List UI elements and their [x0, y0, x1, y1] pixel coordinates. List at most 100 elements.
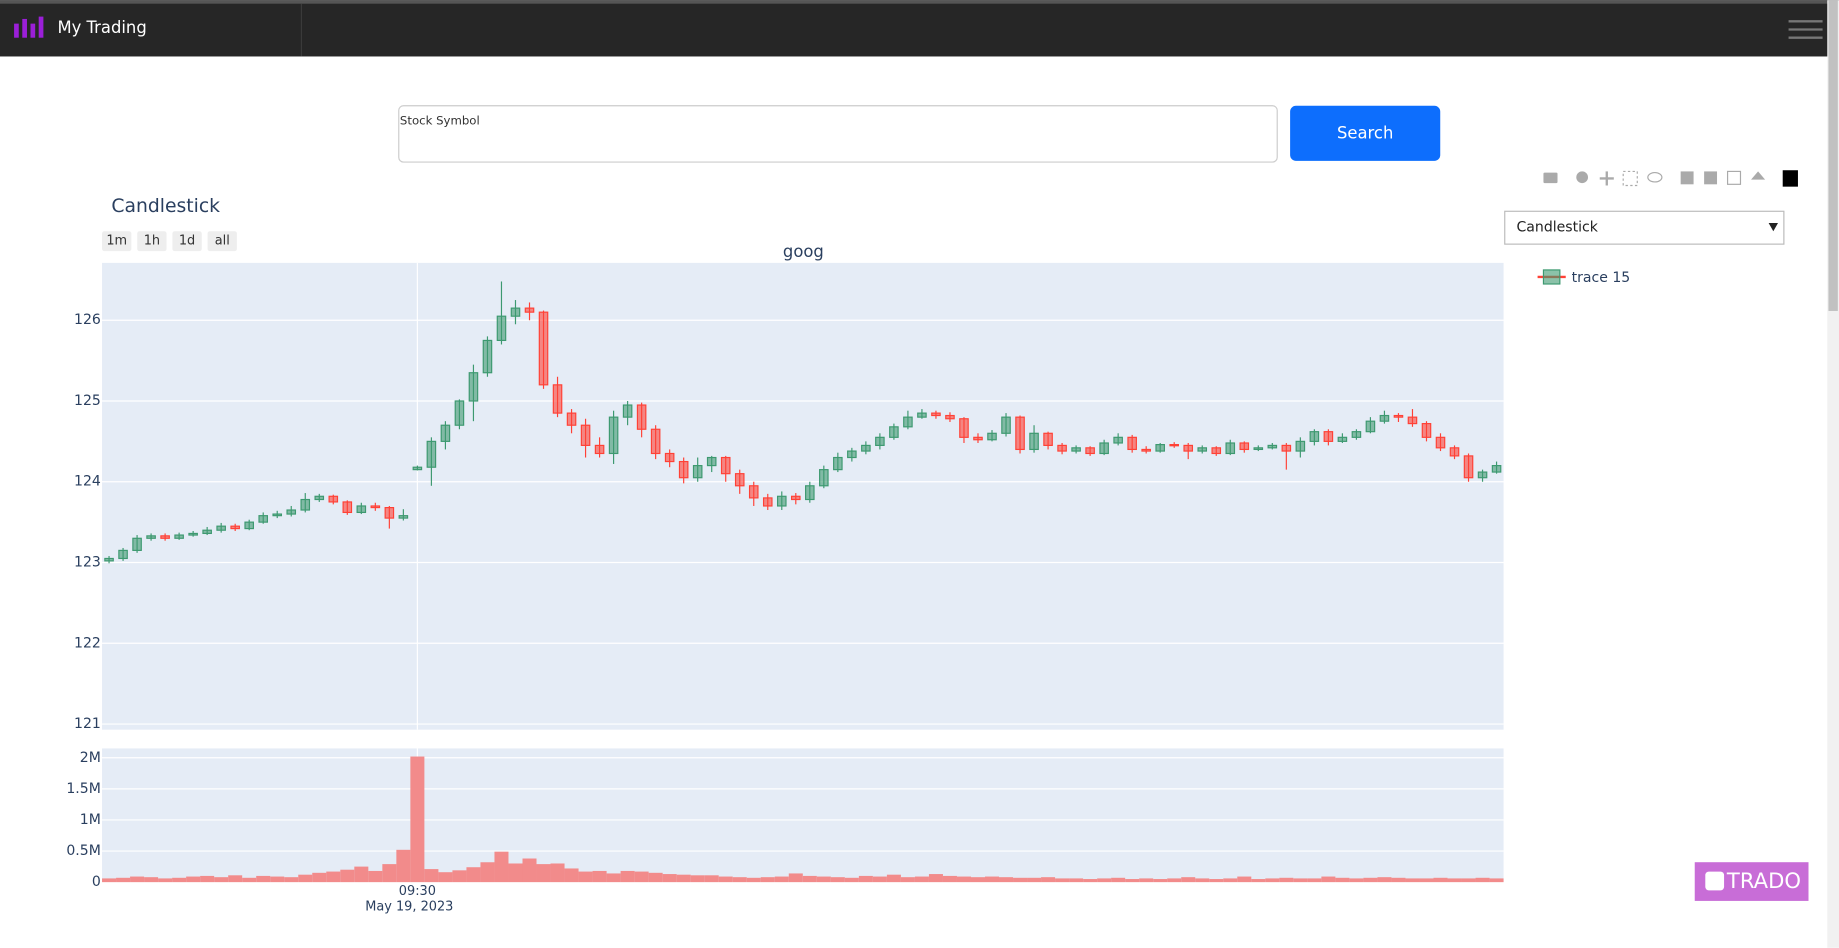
- y-tick-label: 124: [74, 474, 101, 490]
- chart-type-dropdown[interactable]: [1504, 210, 1785, 245]
- volume-bar: [1139, 878, 1154, 883]
- volume-bar: [676, 874, 691, 883]
- volume-bar: [1433, 877, 1448, 883]
- volume-bar: [1237, 876, 1252, 883]
- volume-bar: [620, 870, 635, 883]
- candle-body: [594, 444, 605, 455]
- dropdown-arrow[interactable]: [1768, 223, 1779, 232]
- candle-body: [664, 452, 675, 463]
- candle-body: [188, 532, 198, 536]
- volume-bar: [844, 877, 859, 883]
- candle-body: [440, 424, 451, 442]
- volume-bar: [1377, 877, 1392, 883]
- volume-bar: [116, 877, 131, 883]
- candle-body: [566, 412, 577, 426]
- candle-body: [1449, 447, 1460, 457]
- search-button[interactable]: [1290, 105, 1441, 161]
- candle-body: [1001, 416, 1011, 434]
- legend-label[interactable]: trace 15: [1572, 270, 1631, 286]
- modebar[interactable]: [1543, 170, 1798, 187]
- candle-body: [1267, 444, 1278, 449]
- volume-bar: [900, 877, 915, 883]
- volume-bar: [1125, 879, 1140, 883]
- volume-bar: [1195, 878, 1210, 883]
- volume-bar: [214, 877, 229, 883]
- legend-swatch[interactable]: [1542, 269, 1561, 285]
- volume-bar: [606, 873, 621, 883]
- navbar: [0, 0, 1839, 57]
- volume-bar: [704, 875, 719, 883]
- candle-body: [987, 432, 997, 441]
- candle-body: [216, 525, 226, 531]
- volume-bar: [578, 871, 593, 883]
- volume-bar: [788, 873, 803, 883]
- volume-tick-label: 0: [92, 874, 101, 890]
- candle-body: [720, 456, 731, 475]
- candle-body: [650, 428, 661, 455]
- volume-bar: [144, 877, 159, 883]
- search-button-label[interactable]: Search: [1337, 123, 1393, 142]
- dropdown-value[interactable]: Candlestick: [1516, 220, 1598, 236]
- candle-body: [510, 307, 521, 317]
- candle-body: [945, 414, 955, 420]
- range-button[interactable]: [172, 231, 202, 252]
- volume-bar: [746, 877, 761, 883]
- volume-bar: [480, 862, 495, 883]
- candle-body: [244, 521, 254, 530]
- search-input[interactable]: [398, 105, 1278, 163]
- range-button[interactable]: [207, 231, 237, 252]
- candle-body: [1463, 455, 1474, 479]
- range-button-label[interactable]: all: [215, 234, 230, 249]
- candle-body: [1099, 442, 1109, 455]
- brand[interactable]: My Trading: [57, 18, 146, 37]
- candle-body: [342, 501, 353, 514]
- volume-bar: [914, 876, 929, 883]
- candle-body: [580, 424, 591, 446]
- candle-body: [328, 495, 339, 503]
- volume-bar: [284, 877, 299, 883]
- search-label: Stock Symbol: [400, 113, 480, 127]
- volume-bar: [1027, 877, 1042, 883]
- volume-bar: [1265, 878, 1280, 883]
- range-button[interactable]: [102, 231, 132, 252]
- candle-body: [636, 404, 647, 430]
- volume-bar: [1321, 876, 1336, 883]
- range-button-label[interactable]: 1d: [179, 234, 195, 249]
- volume-bar: [508, 863, 523, 883]
- volume-bar: [228, 875, 243, 883]
- candle-body: [1253, 447, 1264, 451]
- range-button[interactable]: [137, 231, 167, 252]
- candle-body: [903, 416, 913, 428]
- volume-bar: [1013, 877, 1028, 883]
- scrollbar-thumb[interactable]: [1828, 0, 1838, 311]
- candle-body: [202, 529, 212, 535]
- volume-bar: [102, 878, 117, 883]
- volume-bar: [270, 876, 285, 883]
- volume-tick-label: 2M: [80, 750, 101, 766]
- volume-bar: [634, 871, 649, 883]
- volume-bar: [186, 876, 201, 883]
- candle-body: [398, 515, 409, 519]
- logo[interactable]: [14, 16, 44, 38]
- candle-body: [791, 495, 801, 501]
- menu-button[interactable]: [1788, 20, 1823, 39]
- candle-body: [1197, 447, 1208, 452]
- volume-bar: [718, 876, 733, 883]
- volume-bar: [522, 858, 537, 883]
- scrollbar[interactable]: [1827, 0, 1839, 948]
- volume-bar: [1069, 878, 1084, 883]
- range-button-label[interactable]: 1h: [144, 234, 160, 249]
- volume-bar: [942, 875, 957, 883]
- volume-bar: [690, 875, 705, 883]
- y-tick-label: 121: [74, 716, 101, 732]
- range-button-label[interactable]: 1m: [106, 234, 127, 249]
- candle-body: [426, 440, 437, 468]
- badge-text[interactable]: TRADO: [1726, 868, 1801, 893]
- candle-body: [1379, 414, 1390, 422]
- volume-bar: [438, 872, 453, 883]
- badge-icon: [1705, 871, 1725, 891]
- volume-bar: [999, 877, 1014, 883]
- volume-bar: [648, 872, 663, 883]
- candle-body: [468, 372, 479, 402]
